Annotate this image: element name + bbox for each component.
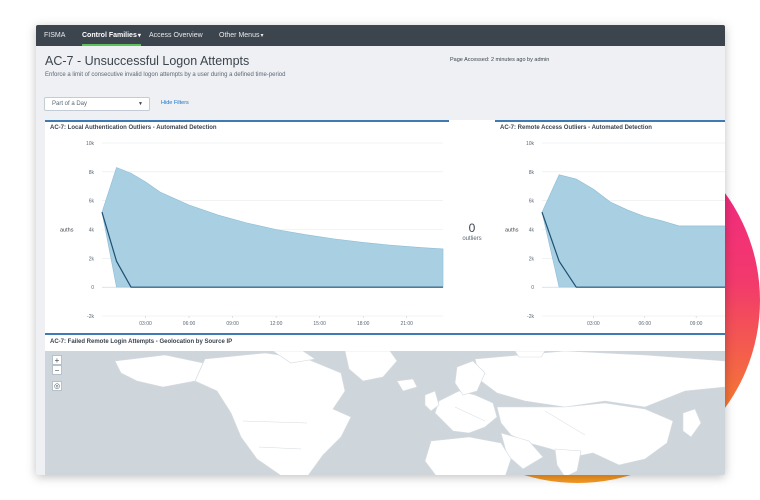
page-title: AC-7 - Unsuccessful Logon Attempts (45, 54, 250, 68)
dropdown-value: Part of a Day (52, 101, 88, 107)
actual-value-line (101, 212, 443, 288)
y-tick-label: 0 (91, 285, 94, 291)
page-accessed-status: Page Accessed: 2 minutes ago by admin (450, 57, 550, 63)
country-border-line (242, 420, 308, 424)
dashboard-window: FISMA Control Families▾ Access Overview … (36, 25, 725, 475)
local-auth-chart: 10k 8k 6k 4k 2k 0 -2k 03:00 06:00 09:00 12:00 15:00… (60, 141, 444, 327)
time-range-dropdown[interactable]: Part of a Day ▼ (44, 97, 150, 111)
y-tick-label: -2k (527, 314, 534, 320)
x-tick-label: 09:00 (690, 321, 703, 327)
india-shape (554, 448, 582, 475)
africa-shape (424, 436, 512, 475)
x-tick-label: 18:00 (357, 321, 370, 327)
local-auth-outliers-panel: AC-7: Local Authentication Outliers - Au… (45, 120, 449, 338)
active-tab-indicator (82, 44, 141, 46)
scandinavia-shape (454, 360, 486, 396)
panel-title: AC-7: Remote Access Outliers - Automated… (500, 125, 652, 131)
top-nav-bar: FISMA Control Families▾ Access Overview … (36, 25, 725, 46)
x-tick-label: 03:00 (139, 321, 152, 327)
y-axis-label: auths (505, 228, 519, 234)
y-tick-label: 4k (529, 228, 535, 234)
y-tick-label: 2k (89, 256, 95, 262)
chevron-down-icon: ▼ (138, 101, 143, 107)
russia-shape (474, 351, 725, 408)
nav-item-control-families[interactable]: Control Families▾ (82, 25, 141, 46)
zoom-in-button[interactable]: + (52, 355, 62, 365)
caret-down-icon: ▾ (260, 33, 264, 39)
canada-islands-shape (272, 351, 316, 364)
outlier-band-area (541, 174, 725, 288)
x-tick-label: 15:00 (313, 321, 326, 327)
caret-down-icon: ▾ (137, 33, 141, 39)
remote-access-outliers-panel: AC-7: Remote Access Outliers - Automated… (495, 120, 725, 338)
actual-value-line (541, 212, 725, 288)
outliers-caption: outliers (462, 236, 482, 242)
y-tick-label: 10k (86, 141, 95, 147)
nav-item-fisma[interactable]: FISMA (44, 25, 65, 46)
x-tick-label: 06:00 (639, 321, 652, 327)
x-tick-label: 12:00 (270, 321, 283, 327)
alaska-shape (114, 354, 204, 388)
outliers-count: 0 (468, 221, 476, 235)
arctic-islands-shape (514, 351, 546, 358)
country-border-line (544, 410, 586, 436)
y-tick-label: 10k (526, 141, 535, 147)
outliers-single-value: 0 outliers (449, 120, 495, 336)
y-tick-label: 2k (529, 256, 535, 262)
nav-item-access-overview[interactable]: Access Overview (149, 25, 203, 46)
nav-item-label: Control Families (82, 32, 137, 39)
x-tick-label: 09:00 (226, 321, 239, 327)
iceland-shape (396, 378, 418, 392)
x-tick-label: 21:00 (400, 321, 413, 327)
uk-shape (424, 390, 440, 412)
y-tick-label: -2k (87, 314, 94, 320)
y-tick-label: 8k (529, 170, 535, 176)
greenland-shape (344, 351, 398, 382)
locate-icon[interactable]: ◎ (52, 381, 62, 391)
remote-access-chart: 10k 8k 6k 4k 2k 0 -2k 03:00 06:00 09:00 auths (505, 141, 725, 327)
y-tick-label: 0 (531, 285, 534, 291)
x-tick-label: 06:00 (183, 321, 196, 327)
x-tick-label: 03:00 (587, 321, 600, 327)
nav-item-label: FISMA (44, 32, 66, 39)
zoom-out-button[interactable]: − (52, 365, 62, 375)
y-tick-label: 6k (529, 199, 535, 205)
map-landmasses (114, 351, 725, 475)
nav-item-label: Access Overview (149, 32, 203, 39)
panel-title: AC-7: Failed Remote Login Attempts - Geo… (50, 339, 233, 345)
panel-title: AC-7: Local Authentication Outliers - Au… (50, 125, 217, 131)
country-border-line (258, 446, 302, 450)
world-map[interactable]: + − ◎ (45, 351, 725, 475)
nav-item-label: Other Menus (219, 32, 260, 39)
japan-shape (682, 408, 702, 438)
north-america-shape (194, 352, 352, 475)
page-description: Enforce a limit of consecutive invalid l… (45, 72, 286, 78)
nav-item-other-menus[interactable]: Other Menus▾ (219, 25, 263, 46)
country-border-line (454, 406, 486, 422)
geolocation-map-panel: AC-7: Failed Remote Login Attempts - Geo… (45, 333, 725, 475)
outlier-band-area (101, 167, 444, 288)
y-tick-label: 4k (89, 228, 95, 234)
y-axis-label: auths (60, 228, 74, 234)
hide-filters-link[interactable]: Hide Filters (161, 100, 189, 106)
y-tick-label: 8k (89, 170, 95, 176)
y-tick-label: 6k (89, 199, 95, 205)
